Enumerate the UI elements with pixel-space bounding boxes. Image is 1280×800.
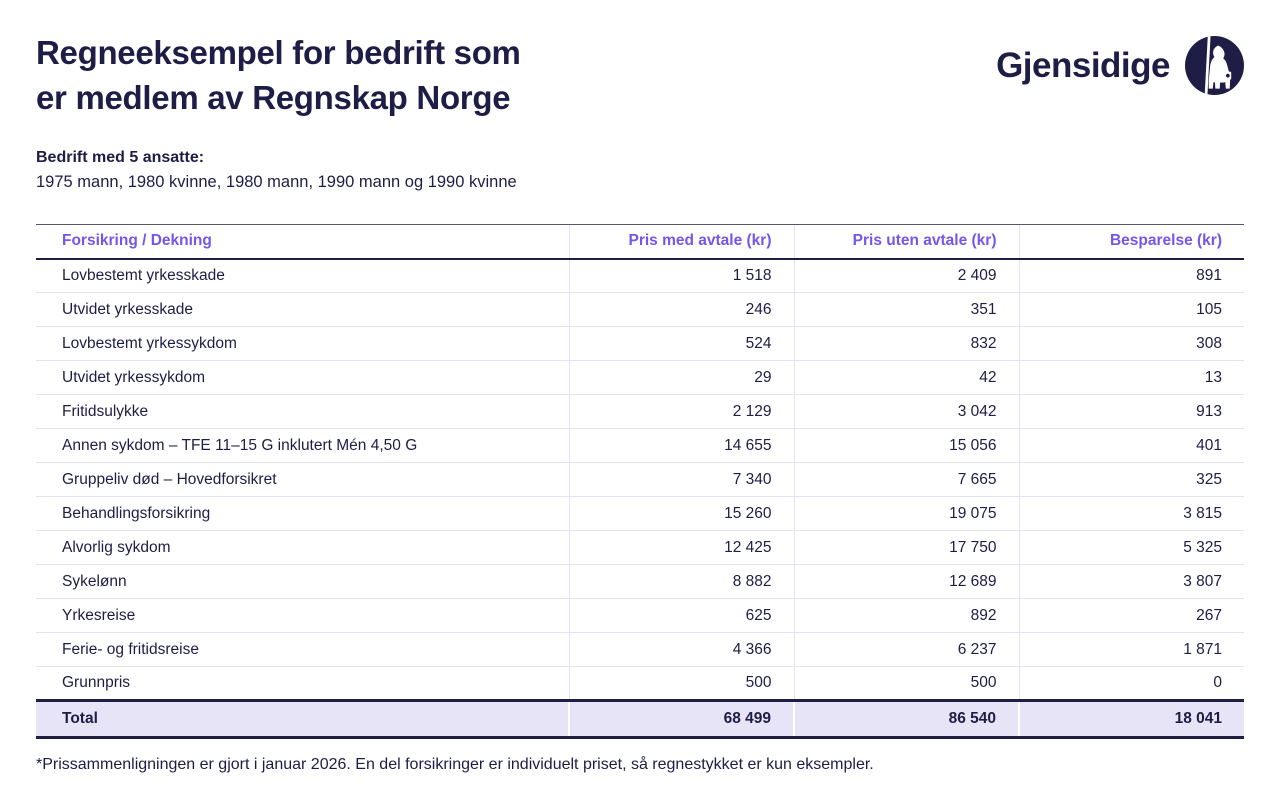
- column-header-price-without-agreement: Pris uten avtale (kr): [793, 224, 1019, 260]
- row-label: Utvidet yrkesskade: [36, 292, 569, 327]
- table-row: Grunnpris 500 500 0: [36, 666, 1244, 702]
- row-price-with-agreement: 12 425: [568, 530, 794, 565]
- column-header-price-with-agreement: Pris med avtale (kr): [568, 224, 794, 260]
- row-price-without-agreement: 2 409: [793, 258, 1019, 293]
- row-price-with-agreement: 4 366: [568, 632, 794, 667]
- row-price-with-agreement: 8 882: [568, 564, 794, 599]
- intro-detail-line: 1975 mann, 1980 kvinne, 1980 mann, 1990 …: [36, 173, 517, 191]
- row-price-with-agreement: 2 129: [568, 394, 794, 429]
- price-comparison-table: Forsikring / Dekning Pris med avtale (kr…: [36, 224, 1244, 739]
- row-price-without-agreement: 19 075: [793, 496, 1019, 531]
- gjensidige-watchman-icon: [1185, 36, 1244, 95]
- column-header-insurance: Forsikring / Dekning: [36, 224, 569, 260]
- row-savings: 913: [1018, 394, 1244, 429]
- total-price-with-agreement: 68 499: [568, 700, 794, 739]
- row-savings: 325: [1018, 462, 1244, 497]
- table-body: Lovbestemt yrkesskade 1 518 2 409 891 Utvide…: [36, 258, 1244, 702]
- row-label: Grunnpris: [36, 666, 569, 702]
- row-price-without-agreement: 6 237: [793, 632, 1019, 667]
- footnote: *Prissammenligningen er gjort i januar 2…: [36, 756, 874, 773]
- table-row: Fritidsulykke 2 129 3 042 913: [36, 394, 1244, 429]
- row-price-without-agreement: 351: [793, 292, 1019, 327]
- row-savings: 0: [1018, 666, 1244, 702]
- row-label: Gruppeliv død – Hovedforsikret: [36, 462, 569, 497]
- row-price-with-agreement: 524: [568, 326, 794, 361]
- row-label: Alvorlig sykdom: [36, 530, 569, 565]
- gjensidige-logo: Gjensidige: [996, 36, 1244, 95]
- page-title: Regneeksempel for bedrift som er medlem …: [36, 30, 521, 120]
- row-price-with-agreement: 625: [568, 598, 794, 633]
- table-row: Utvidet yrkessykdom 29 42 13: [36, 360, 1244, 395]
- table-row: Yrkesreise 625 892 267: [36, 598, 1244, 633]
- row-savings: 401: [1018, 428, 1244, 463]
- row-label: Utvidet yrkessykdom: [36, 360, 569, 395]
- table-row: Annen sykdom – TFE 11–15 G inklutert Mén…: [36, 428, 1244, 463]
- table-row: Gruppeliv død – Hovedforsikret 7 340 7 665…: [36, 462, 1244, 497]
- row-savings: 3 807: [1018, 564, 1244, 599]
- total-savings: 18 041: [1018, 700, 1244, 739]
- row-savings: 267: [1018, 598, 1244, 633]
- row-savings: 3 815: [1018, 496, 1244, 531]
- row-price-with-agreement: 14 655: [568, 428, 794, 463]
- gjensidige-wordmark: Gjensidige: [996, 45, 1170, 85]
- row-savings: 105: [1018, 292, 1244, 327]
- row-savings: 13: [1018, 360, 1244, 395]
- row-price-without-agreement: 42: [793, 360, 1019, 395]
- row-savings: 891: [1018, 258, 1244, 293]
- row-savings: 308: [1018, 326, 1244, 361]
- table-row: Ferie- og fritidsreise 4 366 6 237 1 871: [36, 632, 1244, 667]
- total-label: Total: [36, 700, 569, 739]
- row-label: Annen sykdom – TFE 11–15 G inklutert Mén…: [36, 428, 569, 463]
- row-price-without-agreement: 15 056: [793, 428, 1019, 463]
- row-price-without-agreement: 7 665: [793, 462, 1019, 497]
- table-row: Sykelønn 8 882 12 689 3 807: [36, 564, 1244, 599]
- table-header-row: Forsikring / Dekning Pris med avtale (kr…: [36, 224, 1244, 260]
- column-header-savings: Besparelse (kr): [1018, 224, 1244, 260]
- row-price-without-agreement: 3 042: [793, 394, 1019, 429]
- table-row: Lovbestemt yrkesskade 1 518 2 409 891: [36, 258, 1244, 293]
- row-label: Yrkesreise: [36, 598, 569, 633]
- row-savings: 5 325: [1018, 530, 1244, 565]
- intro-block: Bedrift med 5 ansatte: 1975 mann, 1980 k…: [36, 146, 1244, 194]
- table-row: Alvorlig sykdom 12 425 17 750 5 325: [36, 530, 1244, 565]
- total-row: Total 68 499 86 540 18 041: [36, 700, 1244, 739]
- document-header: Regneeksempel for bedrift som er medlem …: [36, 30, 1244, 120]
- total-price-without-agreement: 86 540: [793, 700, 1019, 739]
- row-label: Fritidsulykke: [36, 394, 569, 429]
- page-title-line2: er medlem av Regnskap Norge: [36, 79, 511, 116]
- row-savings: 1 871: [1018, 632, 1244, 667]
- row-price-with-agreement: 246: [568, 292, 794, 327]
- row-price-without-agreement: 832: [793, 326, 1019, 361]
- row-price-with-agreement: 500: [568, 666, 794, 702]
- table-row: Utvidet yrkesskade 246 351 105: [36, 292, 1244, 327]
- row-label: Lovbestemt yrkessykdom: [36, 326, 569, 361]
- row-price-with-agreement: 1 518: [568, 258, 794, 293]
- row-price-with-agreement: 15 260: [568, 496, 794, 531]
- row-label: Lovbestemt yrkesskade: [36, 258, 569, 293]
- row-label: Sykelønn: [36, 564, 569, 599]
- row-price-without-agreement: 17 750: [793, 530, 1019, 565]
- table-row: Lovbestemt yrkessykdom 524 832 308: [36, 326, 1244, 361]
- row-price-without-agreement: 892: [793, 598, 1019, 633]
- row-price-without-agreement: 12 689: [793, 564, 1019, 599]
- row-price-with-agreement: 29: [568, 360, 794, 395]
- row-label: Behandlingsforsikring: [36, 496, 569, 531]
- intro-bold-line: Bedrift med 5 ansatte:: [36, 149, 205, 166]
- row-price-without-agreement: 500: [793, 666, 1019, 702]
- row-label: Ferie- og fritidsreise: [36, 632, 569, 667]
- page-title-line1: Regneeksempel for bedrift som: [36, 34, 521, 71]
- row-price-with-agreement: 7 340: [568, 462, 794, 497]
- table-row: Behandlingsforsikring 15 260 19 075 3 815: [36, 496, 1244, 531]
